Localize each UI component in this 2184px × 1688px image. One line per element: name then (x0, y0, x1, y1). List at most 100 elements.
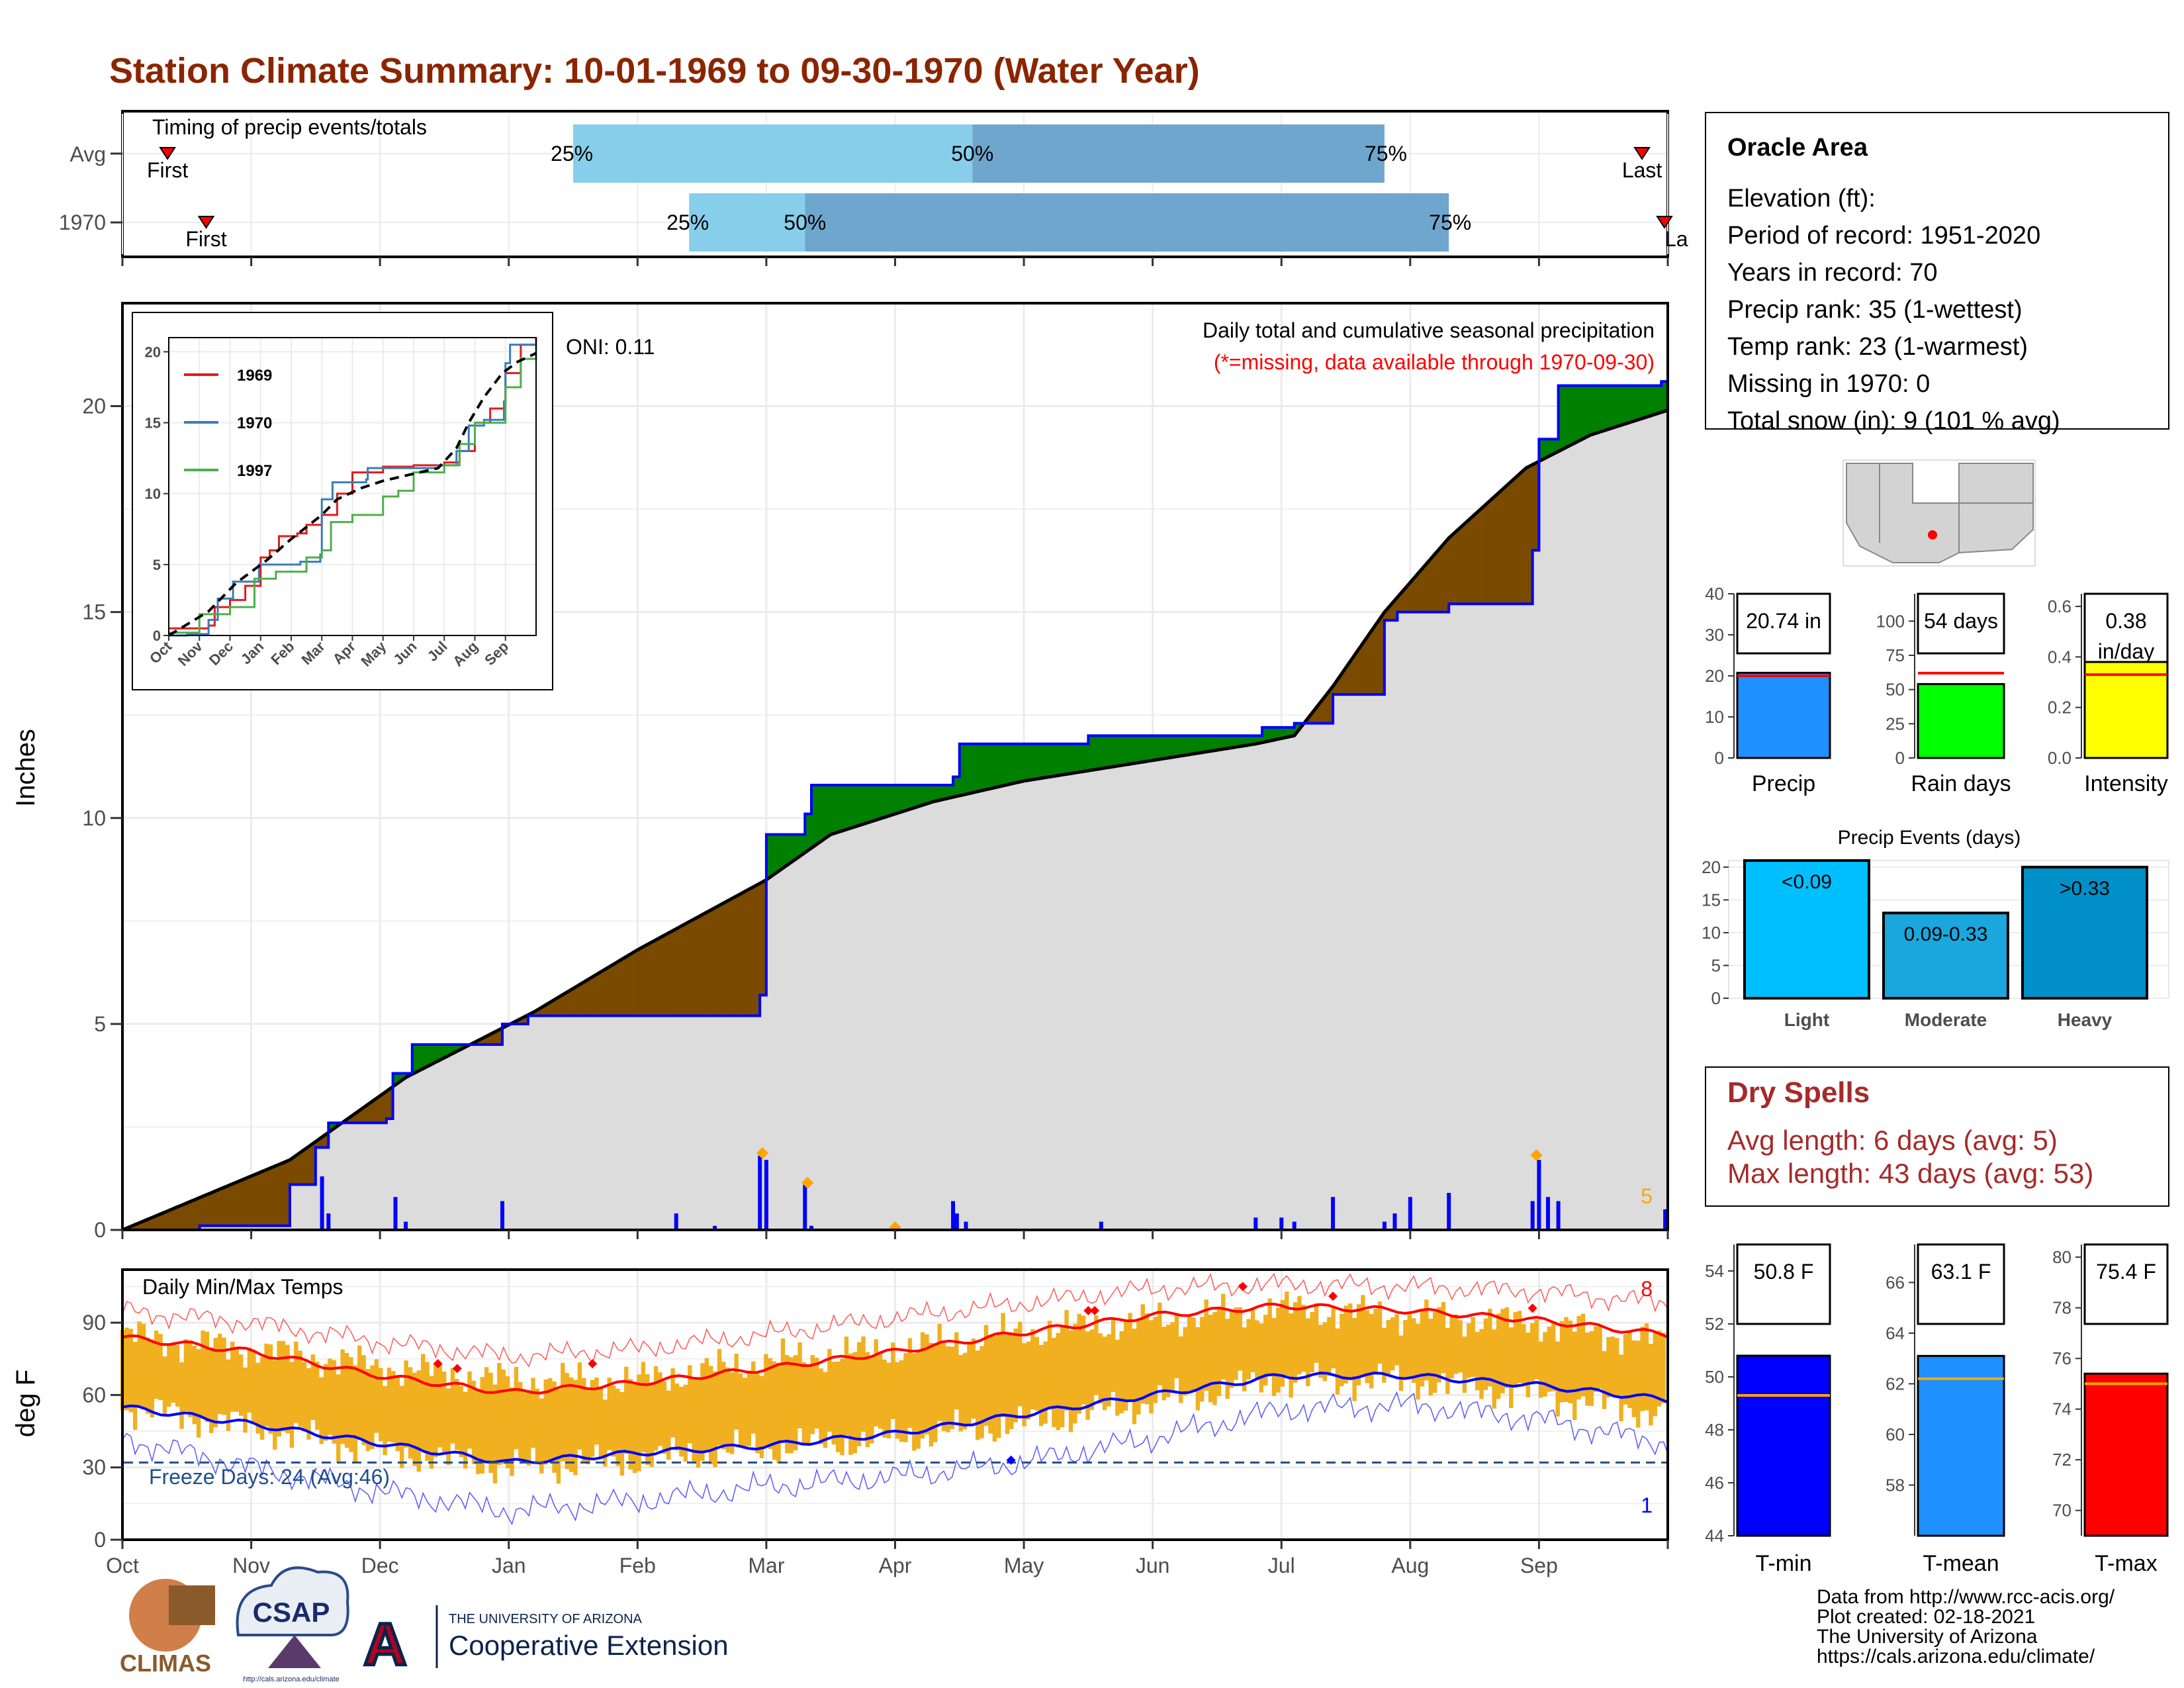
climas-logo: CLIMAS (120, 1579, 215, 1677)
events-ytick-label: 0 (1711, 988, 1721, 1008)
daily-precip-bar (326, 1213, 331, 1230)
Precip-bar (1736, 671, 1831, 759)
credit-university: The University of Arizona (1817, 1626, 2038, 1648)
temp-panel-label: Daily Min/Max Temps (142, 1275, 343, 1299)
university-logo: A THE UNIVERSITY OF ARIZONA Cooperative … (362, 1605, 729, 1680)
Intensity-ytick-label: 0.2 (2048, 698, 2071, 718)
last-event-label: La (1664, 227, 1688, 251)
inset-ytick-label: 0 (153, 628, 161, 644)
station-line-years: Years in record: 70 (1727, 259, 1938, 287)
T-min-value-box (1736, 1243, 1831, 1325)
events-category-light: Light (1784, 1009, 1829, 1030)
timing-panel: 25% 50% 75% First Last 25% 50% 75% First La Timin… (59, 110, 1688, 266)
events-category-heavy: Heavy (2058, 1009, 2113, 1030)
timing-bar-q50-q75 (805, 193, 1449, 252)
daily-precip-bar (1447, 1193, 1451, 1230)
temp-ytick-label: 0 (94, 1528, 106, 1552)
record-max-line (122, 1272, 1668, 1368)
footer-logos: CLIMAS CSAP http://cals.arizona.edu/clim… (120, 1566, 729, 1683)
T-max-ytick-label: 76 (2052, 1348, 2071, 1368)
precip-events-chart: Precip Events (days) 05101520<0.09Light0… (1702, 827, 2169, 1030)
avg-max-line (122, 1302, 1668, 1395)
dry-spells-frame (1705, 1066, 2169, 1207)
timing-row-1970-label: 1970 (59, 211, 106, 234)
precip-ytick-label: 20 (82, 395, 106, 418)
daily-precip-bar (1279, 1217, 1284, 1230)
Rain days-ytick-label: 75 (1886, 645, 1905, 665)
csap-logo: CSAP http://cals.arizona.edu/climate (236, 1566, 349, 1683)
inset-ytick-label: 5 (153, 557, 161, 573)
precip-xticks (121, 1230, 1669, 1239)
T-max-ytick-label: 74 (2052, 1399, 2071, 1419)
temp-ytick-label: 90 (82, 1311, 106, 1335)
T-mean-axis-label: T-mean (1923, 1551, 1999, 1576)
first-event-label: First (147, 158, 188, 182)
record-low-marker (1006, 1455, 1016, 1465)
T-max-value-label: 75.4 F (2096, 1260, 2156, 1284)
month-tick-label: Oct (106, 1554, 139, 1577)
inset-ytick-label: 20 (145, 344, 161, 360)
Rain days-value-label: 54 days (1924, 609, 1998, 633)
T-min-ytick-label: 52 (1705, 1314, 1724, 1334)
csap-cloud-graphic (236, 1566, 349, 1636)
daily-precip-bar (1530, 1201, 1535, 1230)
record-precip-marker (801, 1176, 814, 1189)
climatology-line (122, 408, 1668, 1232)
daily-precip-bar (1537, 1160, 1541, 1230)
Intensity-axis-label: Intensity (2084, 771, 2168, 796)
inset-legend-label-1970: 1970 (237, 414, 272, 432)
T-mean-ytick-label: 58 (1886, 1475, 1905, 1495)
inset-ytick-label: 15 (145, 415, 161, 432)
avg-min-line (122, 1372, 1668, 1465)
daily-precip-bar (404, 1221, 408, 1230)
daily-precip-bar (951, 1201, 956, 1230)
timing-xticks (111, 152, 1669, 266)
T-mean-value-box (1917, 1243, 2005, 1325)
T-mean-value-label: 63.1 F (1931, 1260, 1991, 1284)
record-high-marker (1083, 1305, 1093, 1315)
inset-legend-label-1997: 1997 (237, 462, 272, 480)
month-tick-label: Nov (232, 1554, 270, 1577)
Intensity-bar (2083, 661, 2169, 759)
precip-areas (122, 375, 1669, 1232)
Intensity-ytick-label: 0.6 (2048, 596, 2071, 616)
daily-precip-bar (803, 1184, 807, 1230)
page-title: Station Climate Summary: 10-01-1969 to 0… (109, 51, 1200, 91)
timing-bars: 25% 50% 75% First Last 25% 50% 75% First La (147, 124, 1688, 252)
first-event-marker (197, 216, 215, 229)
record-low-count: 1 (1641, 1493, 1653, 1517)
daily-precip-bar (1292, 1221, 1297, 1230)
locator-map (1843, 459, 2036, 567)
first-event-label: First (185, 227, 226, 251)
T-max-ytick-label: 78 (2052, 1298, 2071, 1318)
record-high-count: 8 (1641, 1277, 1653, 1301)
record-high-marker (1238, 1282, 1248, 1291)
T-min-bar (1736, 1354, 1831, 1537)
credit-url: https://cals.arizona.edu/climate/ (1817, 1646, 2095, 1667)
daily-precip-bar (809, 1225, 814, 1230)
Rain days-ytick-label: 100 (1876, 611, 1905, 631)
T-min-ytick-label: 54 (1705, 1261, 1724, 1281)
daily-precip-bar (1392, 1213, 1397, 1230)
T-min-value-label: 50.8 F (1754, 1260, 1814, 1284)
Precip-value-label: 20.74 in (1746, 609, 1821, 633)
events-ytick-label: 10 (1702, 923, 1721, 943)
events-ytick-label: 15 (1702, 890, 1721, 910)
temp-yticks: 0 30 60 90 (82, 1311, 122, 1552)
month-tick-label: Jun (1136, 1554, 1170, 1577)
Intensity-value-label: 0.38 (2105, 609, 2146, 633)
month-tick-label: Apr (879, 1554, 912, 1577)
timing-q25-label: 25% (666, 211, 709, 234)
Precip-value-box (1736, 592, 1831, 655)
T-min-ytick-label: 44 (1705, 1526, 1724, 1546)
csap-logo-text: CSAP (253, 1597, 330, 1628)
daily-precip-bar (1253, 1217, 1258, 1230)
record-precip-marker (756, 1147, 769, 1159)
inset-series-average (167, 352, 537, 637)
cumulative-precip-line (122, 375, 1669, 1231)
timing-q50-label: 50% (951, 142, 993, 165)
daily-precip-bar (1663, 1209, 1668, 1230)
daily-precip-bar (674, 1213, 678, 1230)
daily-precip-bar (764, 1160, 768, 1230)
